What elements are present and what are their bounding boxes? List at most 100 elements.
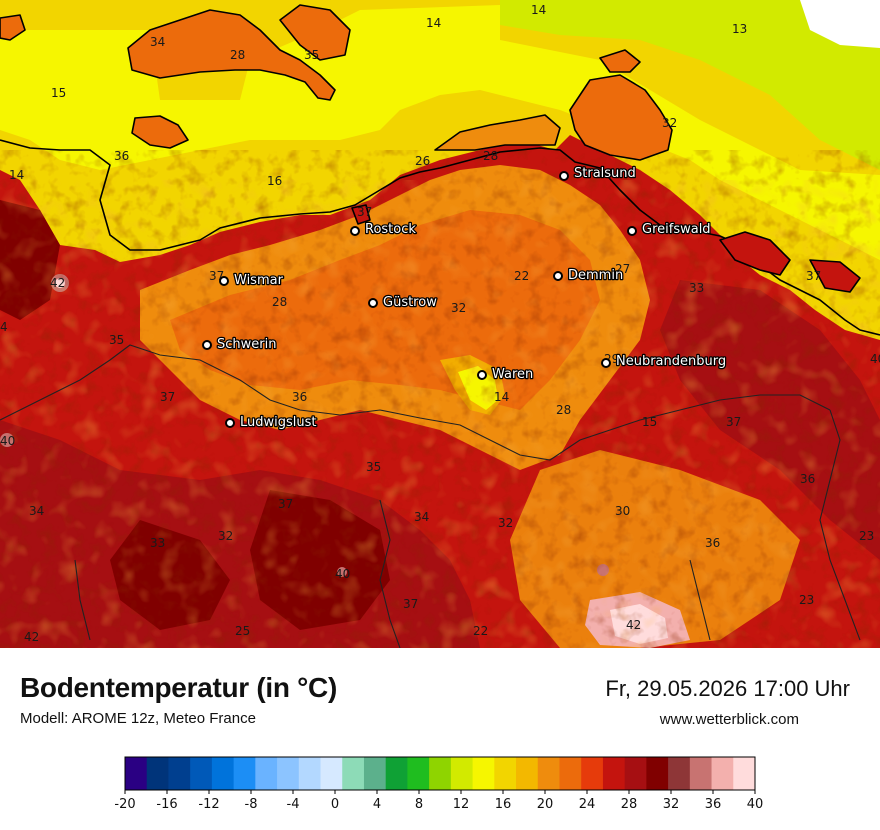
value-label: 28 (272, 295, 287, 309)
legend-swatch (385, 757, 408, 790)
legend-swatch (255, 757, 278, 790)
value-label: 26 (415, 154, 430, 168)
value-label: 16 (267, 174, 282, 188)
value-label: 28 (556, 403, 571, 417)
value-label: 27 (615, 262, 630, 276)
city-dot[interactable] (601, 358, 611, 368)
legend-swatch (342, 757, 365, 790)
legend-swatch (472, 757, 495, 790)
legend-tick-label: 28 (621, 797, 638, 812)
value-label: 40 (870, 352, 880, 366)
value-label: 36 (114, 149, 129, 163)
legend-swatch (602, 757, 626, 790)
value-label: 36 (800, 472, 815, 486)
value-label: 4 (0, 320, 8, 334)
value-label: 32 (218, 529, 233, 543)
website-link[interactable]: www.wetterblick.com (659, 711, 799, 728)
legend-swatch (646, 757, 669, 790)
value-label: 28 (230, 48, 245, 62)
city-dot[interactable] (627, 226, 637, 236)
value-label: 32 (451, 301, 466, 315)
value-label: 34 (29, 504, 44, 518)
city-label-guestrow: Güstrow (383, 295, 437, 310)
legend-tick-label: 24 (579, 797, 596, 812)
map-title: Bodentemperatur (in °C) (20, 672, 337, 703)
white-corner (800, 0, 880, 48)
legend-swatch (668, 757, 691, 790)
legend-swatch (581, 757, 604, 790)
value-label: 35 (366, 460, 381, 474)
city-dot[interactable] (350, 226, 360, 236)
value-label: 14 (494, 390, 509, 404)
legend-swatch (624, 757, 647, 790)
legend-tick-label: -20 (114, 797, 135, 812)
forecast-datetime: Fr, 29.05.2026 17:00 Uhr (605, 676, 850, 701)
value-label: 32 (662, 116, 677, 130)
legend-border (124, 756, 756, 791)
value-label: 40 (335, 567, 350, 581)
city-label-ludwigslust: Ludwigslust (240, 415, 317, 430)
legend-swatches (124, 756, 756, 791)
legend-tick-label: 40 (747, 797, 764, 812)
legend-swatch (211, 757, 235, 790)
value-label: 42 (626, 618, 641, 632)
value-label: 35 (304, 48, 319, 62)
sea-west (0, 0, 880, 340)
value-label: 22 (514, 269, 529, 283)
value-label: 25 (235, 624, 250, 638)
value-label: 37 (403, 597, 418, 611)
legend-tick-label: 20 (537, 797, 554, 812)
city-dot[interactable] (477, 370, 487, 380)
city-label-neubrandenburg: Neubrandenburg (616, 354, 726, 369)
legend-swatch (450, 757, 473, 790)
legend-swatch (711, 757, 734, 790)
value-label: 33 (689, 281, 704, 295)
city-dot[interactable] (219, 276, 229, 286)
legend-swatch (168, 757, 191, 790)
value-label: 34 (414, 510, 429, 524)
value-label: 37 (726, 415, 741, 429)
legend-swatch (559, 757, 582, 790)
value-label: 40 (0, 434, 15, 448)
legend-swatch (363, 757, 387, 790)
legend-swatch (190, 757, 213, 790)
value-label: 36 (292, 390, 307, 404)
coastlines (0, 4, 880, 336)
city-label-waren: Waren (492, 367, 533, 382)
value-label: 37 (278, 497, 293, 511)
legend-tick-label: -16 (156, 797, 177, 812)
value-label: 15 (642, 415, 657, 429)
legend-swatch (494, 757, 517, 790)
value-label: 34 (150, 35, 165, 49)
city-dot[interactable] (225, 418, 235, 428)
city-dot[interactable] (202, 340, 212, 350)
legend-ticks: -20 -16 -12 -8 -4 0 4 8 12 16 20 24 28 32 36 40 (114, 790, 763, 812)
city-label-stralsund: Stralsund (574, 166, 636, 181)
value-label: 42 (50, 276, 65, 290)
value-label: 35 (109, 333, 124, 347)
color-legend: -20 -16 -12 -8 -4 0 4 8 12 16 20 24 28 32 36 40 (114, 756, 763, 812)
value-label: 37 (160, 390, 175, 404)
value-label: 42 (24, 630, 39, 644)
legend-tick-label: -8 (245, 797, 258, 812)
value-label: 30 (615, 504, 630, 518)
city-dot[interactable] (553, 271, 563, 281)
value-label: 32 (498, 516, 513, 530)
legend-swatch (429, 757, 452, 790)
legend-tick-label: -12 (198, 797, 219, 812)
city-dot[interactable] (368, 298, 378, 308)
legend-tick-label: 8 (415, 797, 423, 812)
value-label: 13 (732, 22, 747, 36)
value-label: 14 (531, 3, 546, 17)
legend-tick-label: 12 (453, 797, 470, 812)
legend-tick-label: 36 (705, 797, 722, 812)
value-label: 15 (51, 86, 66, 100)
city-dot[interactable] (559, 171, 569, 181)
city-label-wismar: Wismar (234, 273, 284, 288)
value-label: 14 (9, 168, 24, 182)
legend-swatch (689, 757, 712, 790)
legend-swatch (733, 757, 756, 790)
value-label: 28 (483, 149, 498, 163)
borders (0, 344, 861, 648)
legend-swatch (537, 757, 560, 790)
